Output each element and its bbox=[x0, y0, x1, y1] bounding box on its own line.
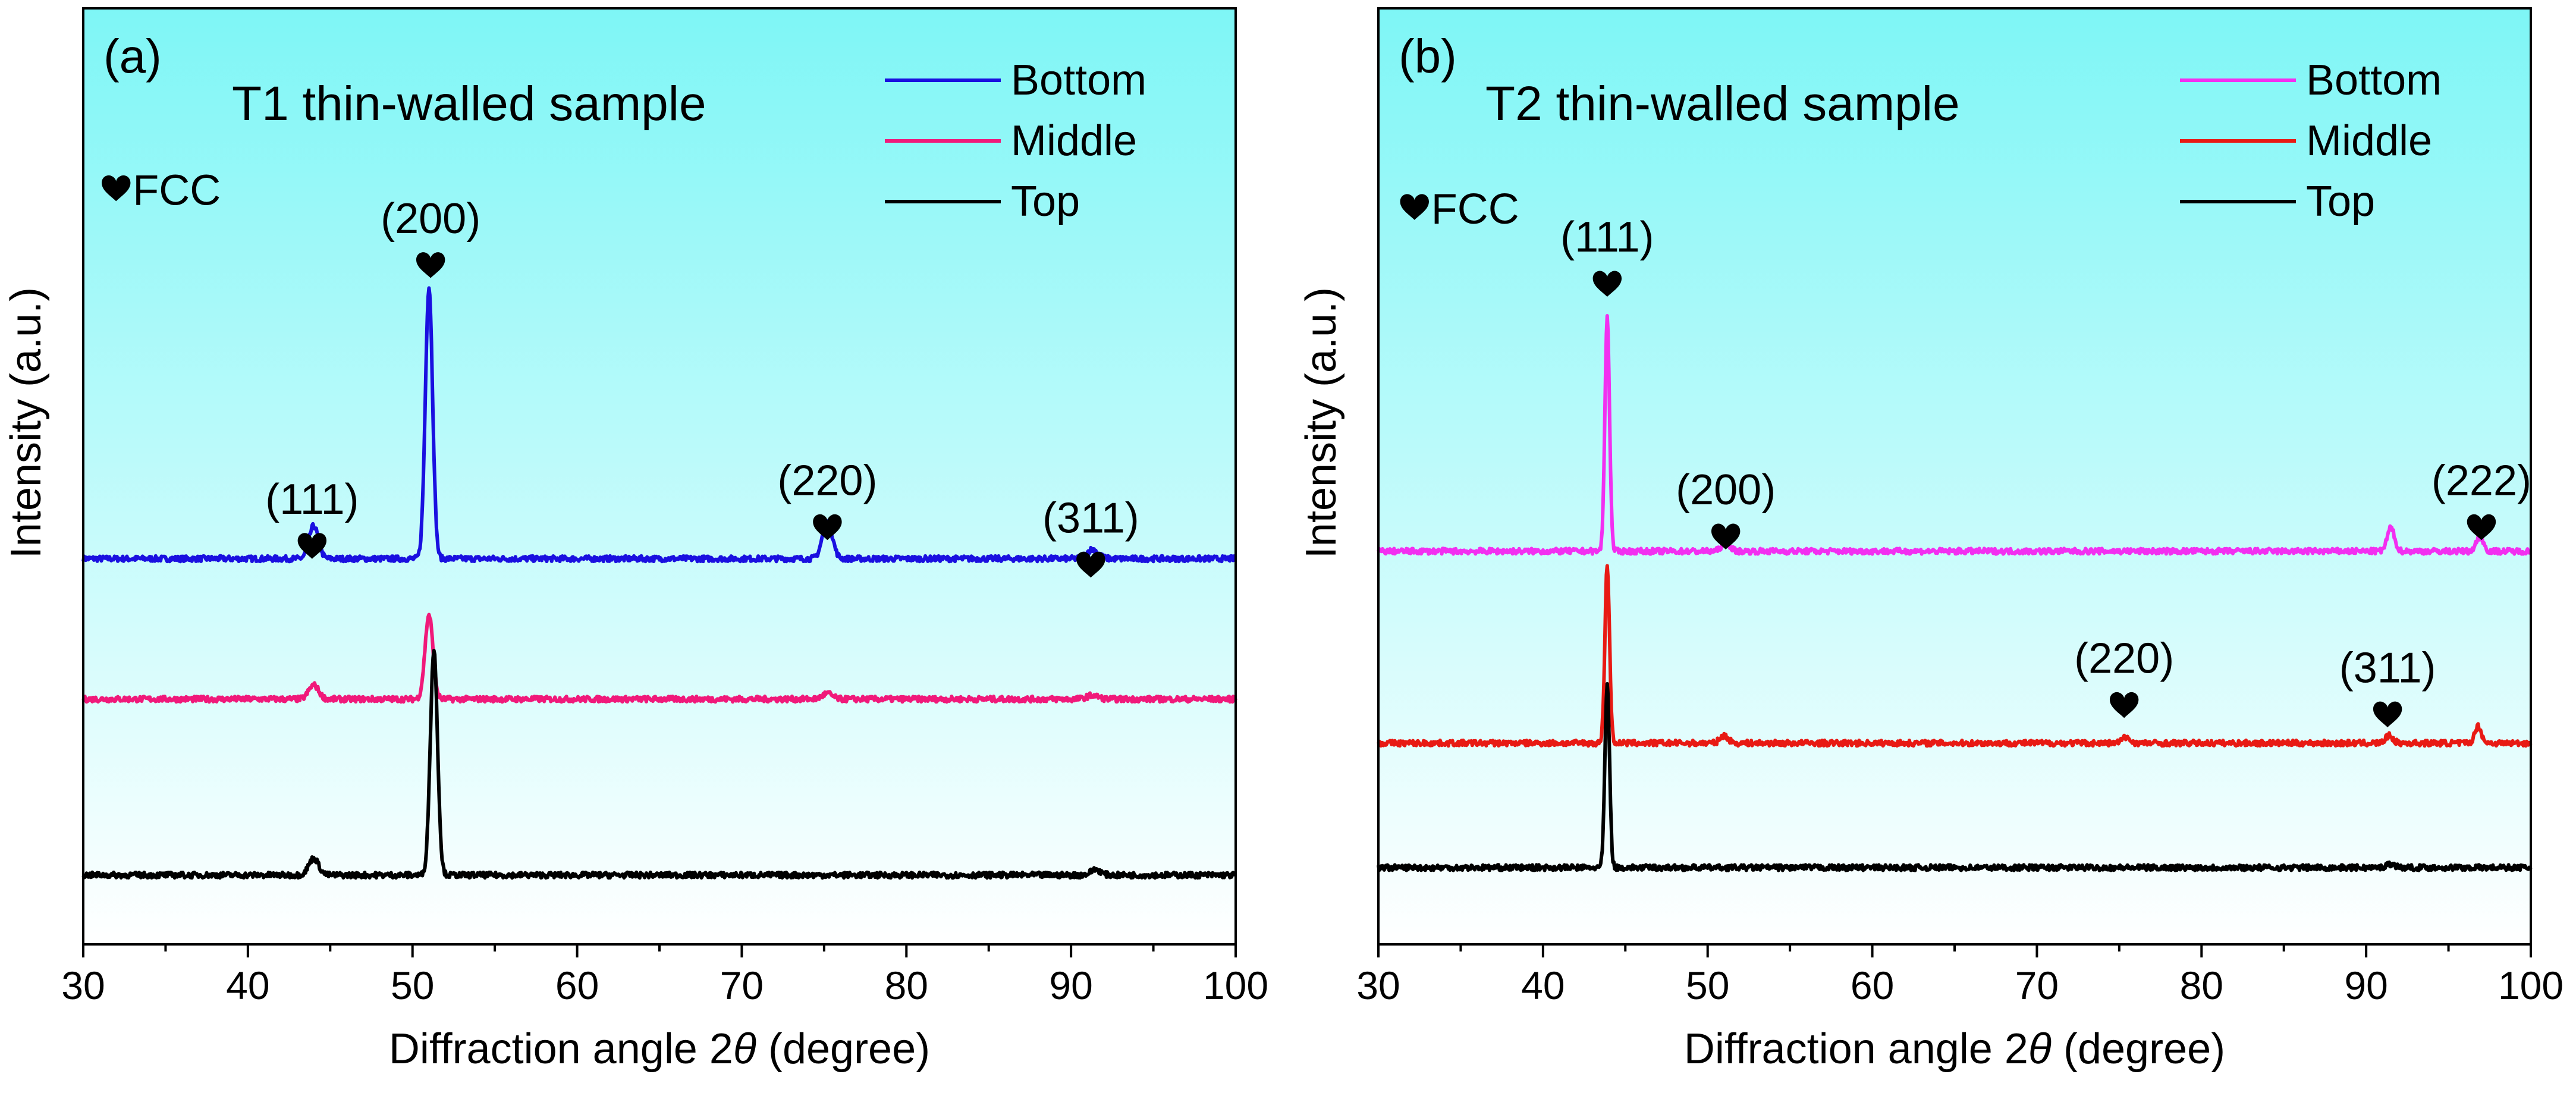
legend-label-top: Top bbox=[1011, 178, 1080, 225]
peak-label: (220) bbox=[777, 457, 877, 504]
series-line-bottom bbox=[81, 286, 1237, 564]
x-tick-label: 90 bbox=[1049, 963, 1092, 1007]
heart-icon bbox=[416, 252, 445, 278]
plot-background bbox=[83, 8, 1236, 944]
panel-a: 30 40 50 60 70 80 90 100 Diffraction angle 2θ (d… bbox=[2, 7, 1268, 1073]
plot-background bbox=[1378, 8, 2531, 944]
peak-label: (200) bbox=[1676, 466, 1776, 514]
legend-label-middle: Middle bbox=[2306, 117, 2432, 165]
x-tick-label: 100 bbox=[1203, 963, 1268, 1007]
x-tick-label: 50 bbox=[391, 963, 434, 1007]
x-tick-label: 70 bbox=[2015, 963, 2059, 1007]
legend-label-bottom: Bottom bbox=[2306, 56, 2442, 104]
heart-icon bbox=[813, 514, 842, 541]
heart-icon bbox=[1076, 551, 1105, 578]
series-line-middle bbox=[81, 613, 1237, 704]
peak-label: (111) bbox=[265, 476, 359, 523]
x-tick-label: 70 bbox=[720, 963, 764, 1007]
x-axis-title: Diffraction angle 2θ (degree) bbox=[1684, 1025, 2225, 1073]
peak-label: (220) bbox=[2074, 635, 2174, 683]
y-axis-title: Intensity (a.u.) bbox=[2, 287, 50, 558]
series-line-top bbox=[1377, 682, 2533, 872]
heart-icon bbox=[2467, 514, 2496, 541]
peak-label: (222) bbox=[2432, 457, 2531, 504]
heart-icon bbox=[1592, 271, 1622, 297]
x-tick-label: 80 bbox=[885, 963, 928, 1007]
peak-label: (311) bbox=[2339, 644, 2436, 692]
heart-icon bbox=[102, 175, 131, 202]
x-tick-label: 50 bbox=[1686, 963, 1729, 1007]
legend-label-middle: Middle bbox=[1011, 117, 1137, 165]
x-tick-label: 30 bbox=[1356, 963, 1400, 1007]
heart-icon bbox=[2373, 701, 2402, 728]
heart-icon bbox=[2109, 692, 2139, 718]
x-tick-label: 100 bbox=[2498, 963, 2564, 1007]
x-tick-label: 40 bbox=[1521, 963, 1565, 1007]
chart-title: T2 thin-walled sample bbox=[1485, 77, 1960, 131]
peak-label: (111) bbox=[1560, 213, 1654, 261]
x-tick-label: 40 bbox=[226, 963, 269, 1007]
x-tick-label: 90 bbox=[2344, 963, 2387, 1007]
x-axis-title: Diffraction angle 2θ (degree) bbox=[389, 1025, 930, 1073]
x-tick-label: 30 bbox=[61, 963, 105, 1007]
chart-title: T1 thin-walled sample bbox=[232, 77, 706, 131]
peak-label: (200) bbox=[381, 195, 480, 243]
legend-label-top: Top bbox=[2306, 178, 2375, 225]
peak-label: (311) bbox=[1042, 494, 1139, 542]
phase-label: FCC bbox=[1431, 186, 1519, 233]
panel-label: (a) bbox=[103, 30, 162, 83]
series-line-bottom bbox=[1377, 314, 2532, 556]
heart-icon bbox=[1400, 194, 1429, 220]
y-axis-title: Intensity (a.u.) bbox=[1298, 287, 1345, 558]
panel-b: 30 40 50 60 70 80 90 100 Diffraction angle 2θ (d… bbox=[1298, 7, 2564, 1073]
panel-label: (b) bbox=[1399, 30, 1457, 83]
x-tick-label: 60 bbox=[1851, 963, 1894, 1007]
heart-icon bbox=[1711, 523, 1741, 550]
series-line-middle bbox=[1377, 564, 2533, 748]
x-tick-label: 80 bbox=[2180, 963, 2223, 1007]
heart-icon bbox=[297, 533, 327, 559]
x-tick-label: 60 bbox=[555, 963, 599, 1007]
series-line-top bbox=[81, 649, 1237, 880]
phase-label: FCC bbox=[133, 167, 221, 215]
legend-label-bottom: Bottom bbox=[1011, 56, 1146, 104]
